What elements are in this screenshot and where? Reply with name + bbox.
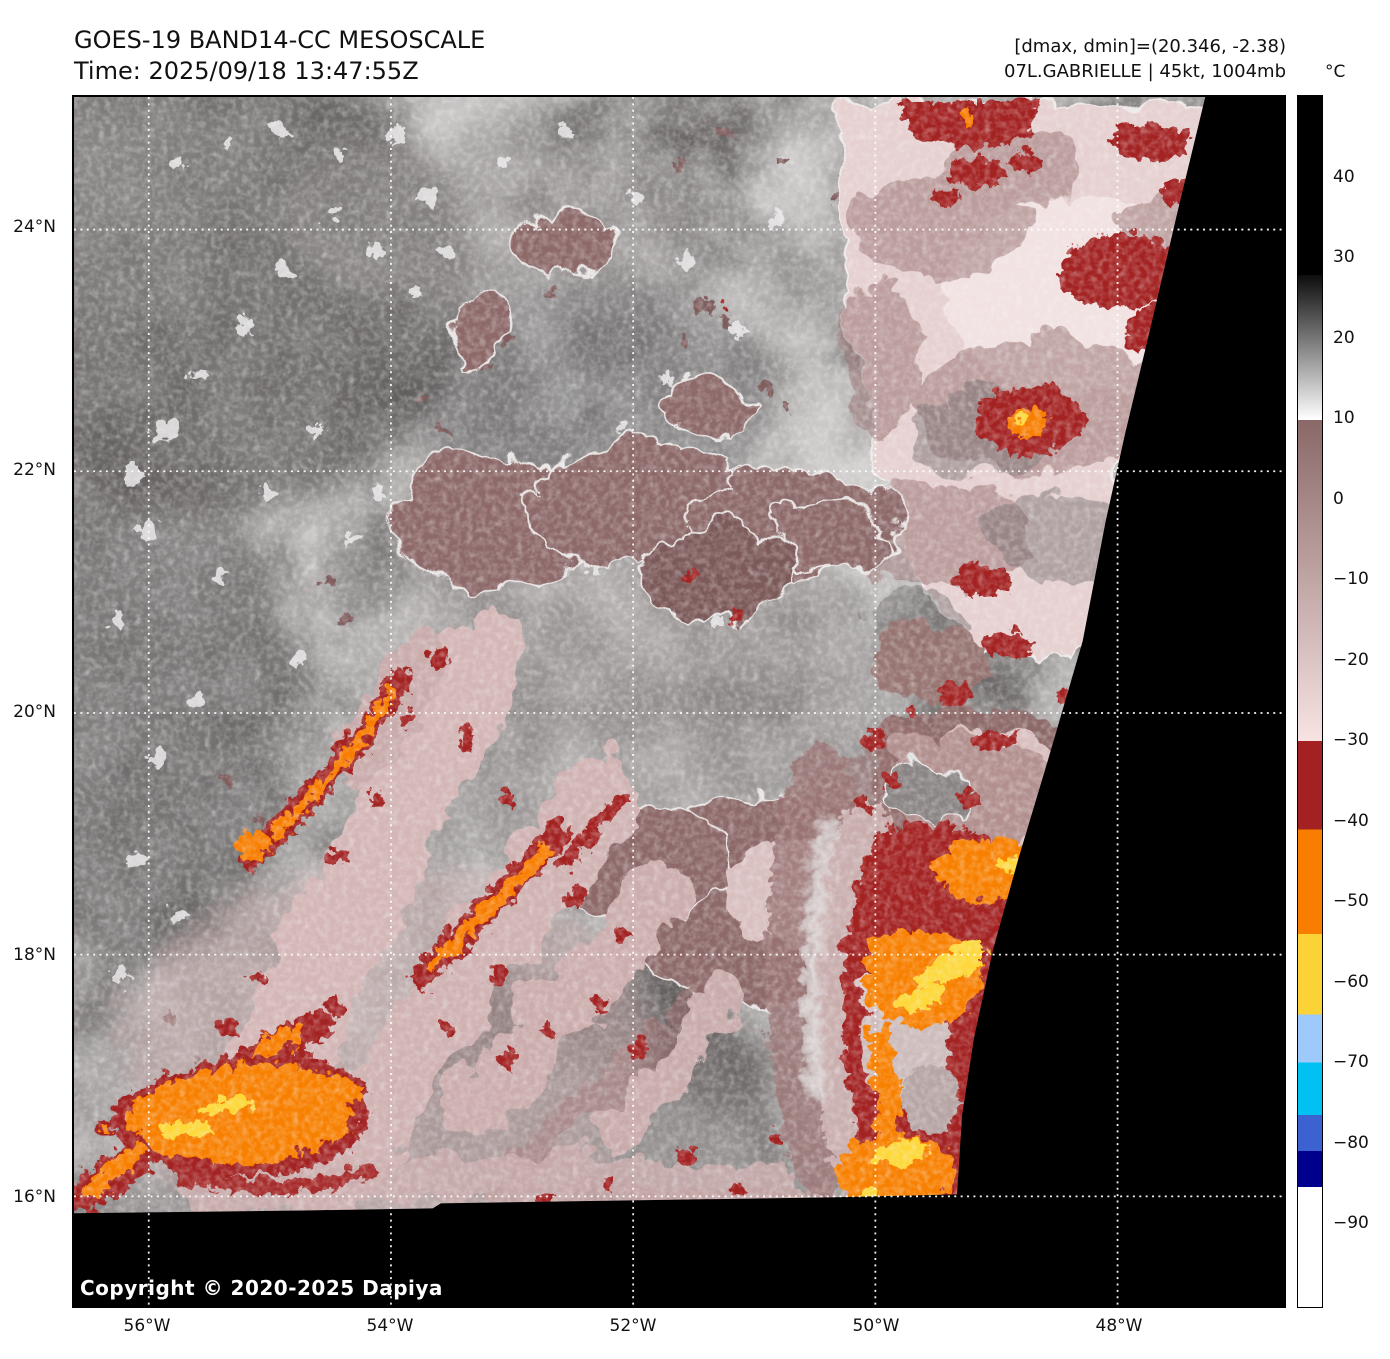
colorbar-tick-label: −20: [1333, 649, 1369, 670]
colorbar-unit-label: °C: [1325, 62, 1346, 82]
y-axis-label: 18°N: [13, 944, 56, 965]
colorbar: [1297, 95, 1323, 1308]
x-axis-label: 54°W: [366, 1316, 414, 1336]
page-title: GOES-19 BAND14-CC MESOSCALE: [74, 26, 486, 54]
storm-info: 07L.GABRIELLE | 45kt, 1004mb: [1004, 61, 1286, 82]
y-axis-label: 20°N: [13, 702, 56, 722]
x-axis-label: 52°W: [609, 1316, 657, 1336]
colorbar-tick-label: −70: [1333, 1052, 1369, 1073]
y-axis-label: 24°N: [13, 217, 56, 237]
colorbar-gradient: [1298, 96, 1322, 1307]
dmax-dmin-readout: [dmax, dmin]=(20.346, -2.38): [1014, 36, 1286, 57]
colorbar-tick-label: −40: [1333, 810, 1369, 831]
colorbar-tick-label: 30: [1333, 247, 1355, 268]
y-axis-label: 22°N: [13, 459, 56, 480]
colorbar-tick-label: −50: [1333, 891, 1369, 912]
colorbar-tick-label: 10: [1333, 408, 1355, 429]
colorbar-tick-label: −90: [1333, 1213, 1369, 1234]
timestamp: Time: 2025/09/18 13:47:55Z: [74, 57, 419, 85]
y-axis-label: 16°N: [13, 1187, 56, 1207]
colorbar-tick-label: −10: [1333, 569, 1369, 590]
x-axis-label: 56°W: [123, 1316, 171, 1336]
copyright-watermark: Copyright © 2020-2025 Dapiya: [80, 1276, 443, 1300]
satellite-imagery: [74, 97, 1284, 1306]
colorbar-tick-label: −30: [1333, 730, 1369, 751]
colorbar-tick-label: −80: [1333, 1132, 1369, 1153]
no-data-region: [74, 97, 1284, 1306]
colorbar-tick-label: 0: [1333, 488, 1344, 509]
colorbar-tick-label: 20: [1333, 327, 1355, 348]
colorbar-tick-label: 40: [1333, 166, 1355, 187]
x-axis-label: 48°W: [1095, 1316, 1143, 1336]
colorbar-tick-label: −60: [1333, 971, 1369, 992]
satellite-map-plot: Copyright © 2020-2025 Dapiya: [72, 95, 1286, 1308]
graticule: [74, 97, 1284, 1306]
colorbar-tick-labels: 40 30 20 10 0 −10 −20 −30 −40 −50 −60 −70 −80 −90: [1333, 95, 1389, 1308]
x-axis-label: 50°W: [852, 1316, 900, 1336]
